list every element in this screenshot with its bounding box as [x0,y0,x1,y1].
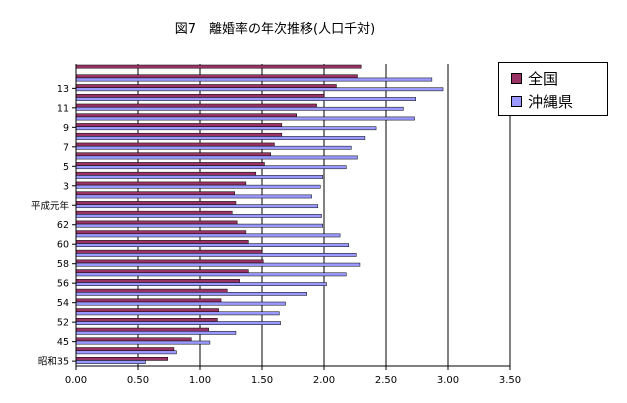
y-tick-label: 9 [63,123,69,134]
bar-national [75,220,238,225]
bar-okinawa [75,350,177,355]
bar-national [75,93,325,98]
bar-national [75,191,235,196]
bar-okinawa [75,321,281,325]
bar-okinawa [75,165,347,170]
legend-item-okinawa: 沖縄県 [511,91,573,111]
bar-okinawa [75,214,322,218]
y-tick-label: 3 [63,181,69,192]
bar-national [75,308,219,312]
bar-okinawa [75,145,352,150]
legend-swatch-okinawa [511,95,522,107]
bar-okinawa [75,87,444,92]
bar-okinawa [75,311,280,316]
y-tick-label: 7 [63,142,69,153]
x-tick-label: 0.00 [65,375,87,386]
bar-national [75,162,265,166]
bar-national [75,269,249,274]
bars [75,64,444,364]
legend-swatch-national [511,72,522,84]
legend-label-national: 全国 [528,69,559,88]
bar-okinawa [75,116,415,121]
legend: 全国 沖縄県 [498,62,608,116]
bar-okinawa [75,223,324,228]
bar-okinawa [75,184,321,189]
bar-okinawa [75,360,146,364]
bar-national [75,298,222,303]
bar-national [75,347,175,351]
x-tick-label: 2.00 [313,375,335,386]
bar-okinawa [75,136,366,140]
bar-national [75,64,362,69]
y-tick-label: 平成元年 [31,200,70,212]
bar-okinawa [75,175,324,179]
bar-national [75,74,358,79]
bar-okinawa [75,77,433,82]
chart-title: 図7 離婚率の年次推移(人口千対) [174,22,376,37]
bar-national [75,210,233,215]
bar-national [75,318,218,322]
bar-okinawa [75,292,307,296]
bar-okinawa [75,272,347,277]
y-tick-label: 58 [57,259,69,270]
y-tick-label: 11 [57,103,69,114]
bar-national [75,123,283,127]
bar-national [75,132,283,137]
y-tick-label: 45 [57,337,69,348]
bar-okinawa [75,155,358,160]
x-tick-label: 2.50 [375,375,397,386]
bar-okinawa [75,106,404,111]
x-tick-label: 0.50 [127,375,149,386]
y-tick-label: 52 [57,318,69,329]
bar-okinawa [75,330,237,335]
bar-national [75,152,271,157]
bar-okinawa [75,243,350,248]
y-tick-label: 62 [57,220,69,231]
x-tick-label: 3.00 [437,375,459,386]
bar-okinawa [75,262,361,267]
bar-national [75,327,209,332]
bar-national [75,84,337,88]
x-tick-label: 1.50 [251,375,273,386]
bar-okinawa [75,194,312,199]
y-tick-labels: 昭和35 45 52 54 56 58 60 62 平成元年 3 5 7 9 11 13 [31,84,70,368]
bar-national [75,279,240,283]
legend-item-national: 全国 [511,68,558,88]
bar-okinawa [75,253,357,257]
bar-okinawa [75,97,417,101]
bar-okinawa [75,301,286,306]
bar-okinawa [75,282,327,286]
bar-national [75,249,263,254]
bar-national [75,337,192,342]
axes [72,64,511,370]
y-tick-label: 5 [63,162,69,173]
bar-national [75,259,264,264]
x-tick-labels: 0.00 0.50 1.00 1.50 2.00 2.50 3.00 3.50 [65,375,521,386]
bar-national [75,171,257,176]
y-tick-label: 13 [57,84,69,95]
bar-national [75,240,249,244]
y-tick-label: 60 [57,240,69,251]
bar-national [75,181,247,186]
bar-okinawa [75,126,377,131]
y-tick-label: 54 [57,298,69,309]
bar-national [75,103,317,108]
bar-national [75,230,247,235]
legend-label-okinawa: 沖縄県 [528,92,574,111]
bar-okinawa [75,233,341,238]
x-tick-label: 3.50 [499,375,521,386]
bar-okinawa [75,204,319,209]
bar-national [75,288,228,293]
bar-okinawa [75,340,211,345]
bar-national [75,113,297,118]
bar-national [75,357,169,361]
y-tick-label: 56 [57,279,69,290]
bar-national [75,142,275,147]
y-tick-label: 昭和35 [38,357,69,368]
x-tick-label: 1.00 [189,375,211,386]
bar-national [75,201,237,205]
